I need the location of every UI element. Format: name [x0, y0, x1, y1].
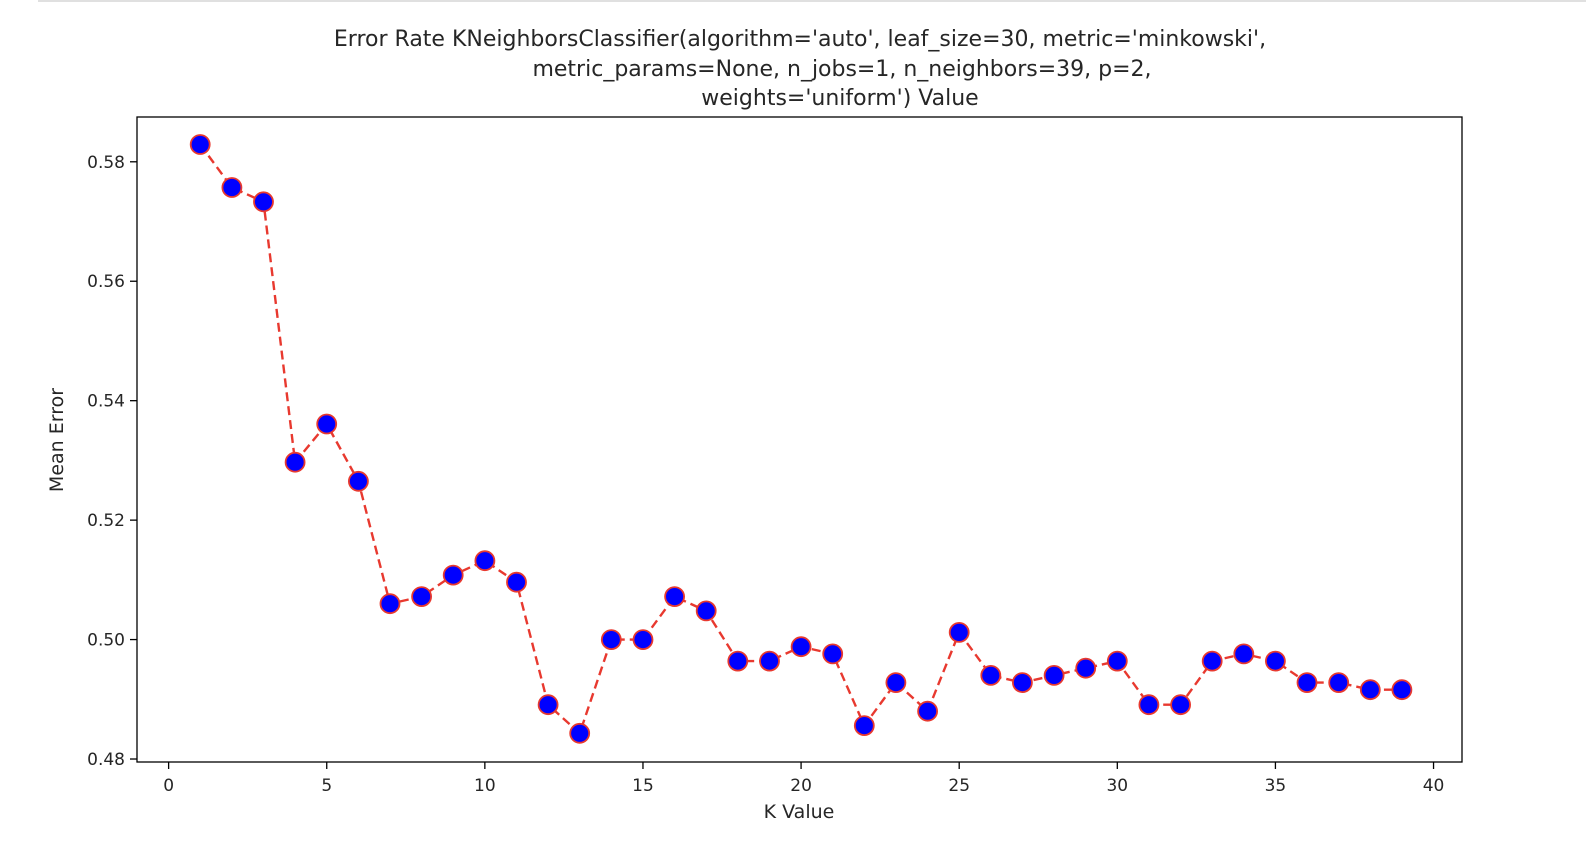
data-point — [1296, 672, 1318, 693]
y-tick-label: 0.54 — [87, 392, 125, 412]
data-point — [1075, 657, 1097, 679]
data-point — [948, 622, 970, 643]
data-point — [284, 451, 306, 473]
data-point — [1012, 672, 1033, 693]
x-tick-label: 15 — [632, 776, 654, 796]
data-point — [1359, 679, 1381, 701]
y-tick-label: 0.56 — [87, 272, 125, 292]
x-axis-ticks: 0 5 10 15 20 25 30 35 40 — [163, 762, 1444, 796]
data-point — [1328, 672, 1350, 693]
data-point — [600, 629, 622, 650]
x-tick-label: 40 — [1423, 776, 1445, 796]
data-point — [537, 694, 559, 716]
data-point — [1138, 694, 1160, 716]
x-tick-label: 5 — [321, 776, 332, 796]
data-point — [1106, 650, 1128, 672]
x-tick-label: 35 — [1265, 776, 1287, 796]
data-point — [379, 593, 401, 615]
data-point — [664, 586, 685, 607]
data-point — [411, 586, 433, 607]
data-point — [347, 470, 369, 492]
x-tick-label: 10 — [474, 776, 496, 796]
chart-title-line-3: weights='uniform') Value — [701, 86, 978, 111]
data-point — [253, 191, 274, 213]
x-tick-label: 0 — [163, 776, 174, 796]
data-point — [1043, 665, 1065, 686]
data-point — [1233, 643, 1255, 665]
y-tick-label: 0.58 — [87, 153, 125, 173]
data-point — [569, 722, 591, 744]
plot-area-frame — [136, 116, 1463, 763]
data-point — [727, 650, 749, 672]
data-point — [1265, 650, 1286, 672]
data-point — [790, 636, 812, 658]
chart-title-line-1: Error Rate KNeighborsClassifier(algorith… — [334, 27, 1266, 52]
data-point — [442, 564, 464, 586]
chart-title-line-2: metric_params=None, n_jobs=1, n_neighbor… — [532, 57, 1151, 82]
x-tick-label: 30 — [1106, 776, 1128, 796]
data-point — [822, 643, 844, 665]
y-axis-ticks: 0.48 0.50 0.52 0.54 0.56 0.58 — [87, 153, 137, 770]
data-point — [980, 665, 1002, 686]
data-point — [1201, 650, 1223, 672]
data-point — [1391, 679, 1413, 701]
data-point — [1170, 694, 1191, 716]
data-point — [917, 700, 938, 722]
notebook-cell-border — [38, 0, 1586, 2]
error-series-markers — [189, 134, 1413, 744]
x-axis-label: K Value — [764, 801, 835, 823]
x-tick-label: 25 — [948, 776, 970, 796]
data-point — [316, 413, 338, 435]
data-point — [474, 550, 496, 572]
data-point — [632, 629, 654, 650]
x-tick-label: 20 — [790, 776, 812, 796]
data-point — [221, 177, 243, 198]
data-point — [506, 571, 527, 593]
data-point — [885, 672, 907, 693]
data-point — [695, 600, 717, 622]
y-axis-label: Mean Error — [46, 388, 68, 492]
data-point — [759, 650, 780, 672]
data-point — [853, 715, 875, 736]
data-point — [189, 134, 211, 155]
chart-title: Error Rate KNeighborsClassifier(algorith… — [334, 27, 1266, 111]
y-tick-label: 0.48 — [87, 750, 125, 770]
y-tick-label: 0.50 — [87, 631, 125, 651]
y-tick-label: 0.52 — [87, 511, 125, 531]
